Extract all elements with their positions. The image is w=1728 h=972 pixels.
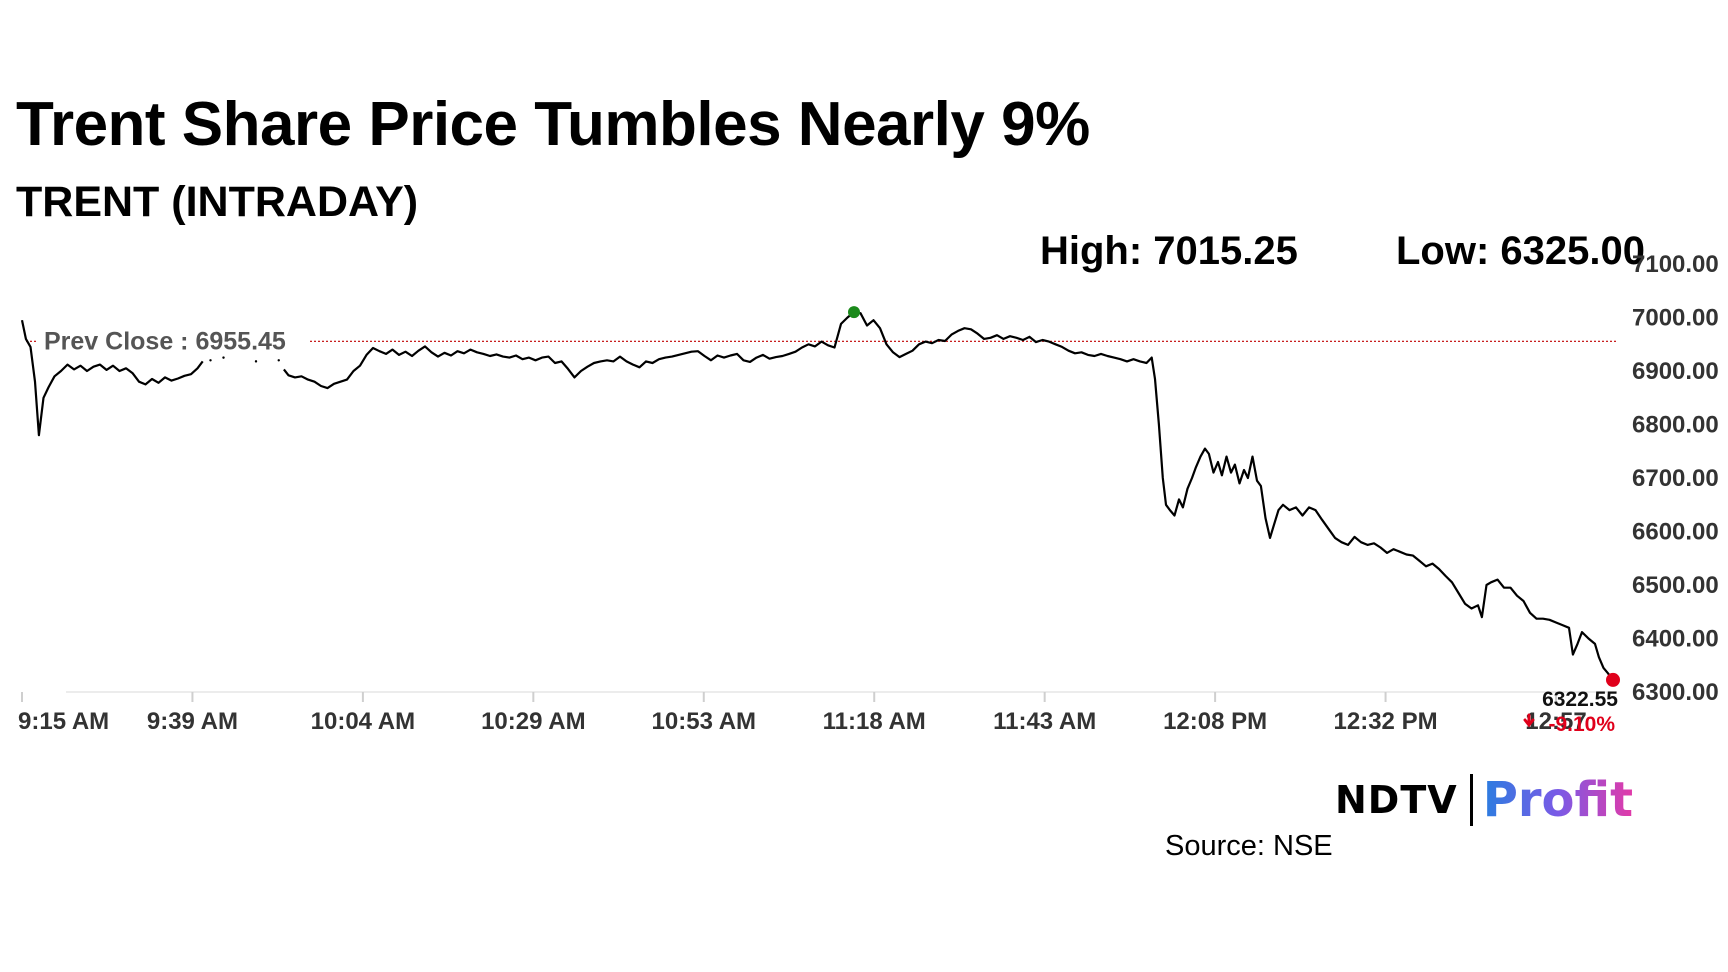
logo-profit-text: Profit (1482, 772, 1634, 828)
x-tick-label: 9:15 AM (18, 708, 109, 735)
y-tick-label: 6600.00 (1632, 519, 1719, 546)
last-price-marker (1606, 672, 1620, 687)
price-line (283, 311, 1617, 681)
price-point (277, 359, 280, 362)
chart-title: Trent Share Price Tumbles Nearly 9% (16, 90, 1090, 159)
y-tick-label: 7100.00 (1632, 251, 1719, 278)
x-tick-label: 9:39 AM (147, 708, 238, 735)
x-tick-label: 10:04 AM (311, 708, 415, 735)
y-tick-label: 6700.00 (1632, 465, 1719, 492)
day-low-label: Low: 6325.00 (1396, 229, 1646, 273)
price-point (254, 360, 258, 363)
day-high-label: High: 7015.25 (1040, 229, 1298, 273)
source-note: Source: NSE (1165, 830, 1333, 862)
logo-divider (1469, 774, 1473, 826)
y-tick-label: 6900.00 (1632, 358, 1719, 385)
logo-ndtv-text: NDTV (1335, 778, 1458, 822)
x-tick-label: 12:57 (1525, 708, 1586, 735)
y-tick-label: 7000.00 (1632, 305, 1719, 332)
x-tick-label: 10:53 AM (652, 708, 756, 735)
y-tick-label: 6500.00 (1632, 572, 1719, 599)
down-arrow-icon (1523, 713, 1535, 728)
day-high-marker (848, 306, 860, 319)
price-point (222, 356, 225, 359)
price-point (209, 359, 212, 362)
x-tick-label: 12:08 PM (1163, 708, 1267, 735)
y-tick-label: 6800.00 (1632, 412, 1719, 439)
y-tick-label: 6400.00 (1632, 626, 1719, 653)
y-tick-label: 6300.00 (1632, 679, 1719, 706)
prev-close-label-bg (38, 321, 310, 356)
x-tick-label: 11:43 AM (993, 708, 1096, 735)
ndtv-profit-logo: NDTV Profit (1335, 772, 1633, 828)
price-line (20, 319, 204, 437)
last-price-label: 6322.55 (1542, 688, 1618, 711)
x-tick-label: 10:29 AM (481, 708, 585, 735)
x-tick-label: 12:32 PM (1334, 708, 1438, 735)
x-tick-label: 11:18 AM (823, 708, 926, 735)
change-percent-label: -9.10% (1548, 713, 1615, 736)
chart-subtitle: TRENT (INTRADAY) (16, 178, 419, 226)
prev-close-label: Prev Close : 6955.45 (44, 327, 286, 355)
